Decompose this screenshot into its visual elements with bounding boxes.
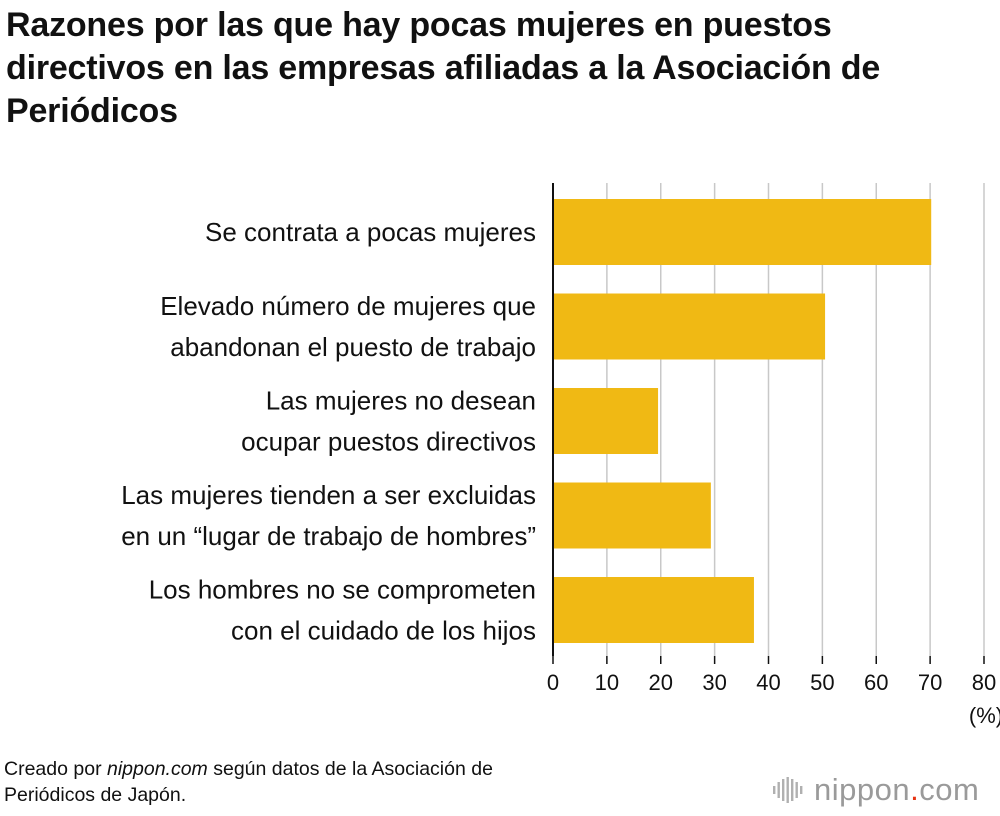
bar	[553, 199, 932, 265]
category-label: Elevado número de mujeres que	[160, 291, 536, 321]
source-note: Creado por nippon.com según datos de la …	[4, 756, 493, 808]
bars	[553, 199, 932, 643]
bar	[553, 482, 711, 549]
source-suffix: según datos de la Asociación de	[207, 758, 493, 780]
category-label: Los hombres no se comprometen	[149, 575, 536, 605]
source-line-2: Periódicos de Japón.	[4, 784, 187, 806]
category-label: con el cuidado de los hijos	[231, 616, 536, 646]
source-prefix: Creado por	[4, 758, 107, 780]
logo-dot: .	[910, 772, 920, 807]
x-tick-label: 40	[756, 670, 780, 695]
x-tick-label: 60	[864, 670, 888, 695]
category-labels: Se contrata a pocas mujeres Elevado númer…	[121, 217, 536, 646]
x-tick-label: 20	[649, 670, 673, 695]
x-tick-label: 30	[702, 670, 726, 695]
x-tick-label: 70	[918, 670, 942, 695]
category-label: Se contrata a pocas mujeres	[205, 217, 536, 247]
x-unit-label: (%)	[969, 703, 1000, 728]
logo-wordmark: nippon.com	[814, 770, 979, 810]
category-label: Las mujeres tienden a ser excluidas	[121, 480, 536, 510]
chart-title: Razones por las que hay pocas mujeres en…	[6, 6, 881, 130]
source-site: nippon.com	[106, 758, 208, 780]
nippon-logo: nippon.com	[772, 770, 998, 810]
tick-labels: 0 10 20 30 40 50 60 70 80 (%)	[547, 670, 1000, 728]
x-tick-label: 80	[972, 670, 996, 695]
category-label: abandonan el puesto de trabajo	[170, 332, 536, 362]
logo-name: nippon	[814, 772, 911, 807]
bar-chart: Se contrata a pocas mujeres Elevado númer…	[121, 183, 1000, 728]
category-label: en un “lugar de trabajo de hombres”	[121, 521, 536, 551]
x-tick-label: 50	[810, 670, 834, 695]
source-line-1: Creado por nippon.com según datos de la …	[4, 756, 493, 782]
category-label: Las mujeres no desean	[266, 386, 536, 416]
x-tick-label: 0	[547, 670, 559, 695]
logo-domain: com	[919, 772, 980, 807]
axes	[552, 183, 985, 664]
category-label: ocupar puestos directivos	[241, 427, 536, 457]
x-tick-label: 10	[595, 670, 619, 695]
bar	[553, 293, 826, 360]
logo-bars-icon	[773, 777, 803, 803]
bar	[553, 577, 754, 643]
bar	[553, 388, 659, 454]
